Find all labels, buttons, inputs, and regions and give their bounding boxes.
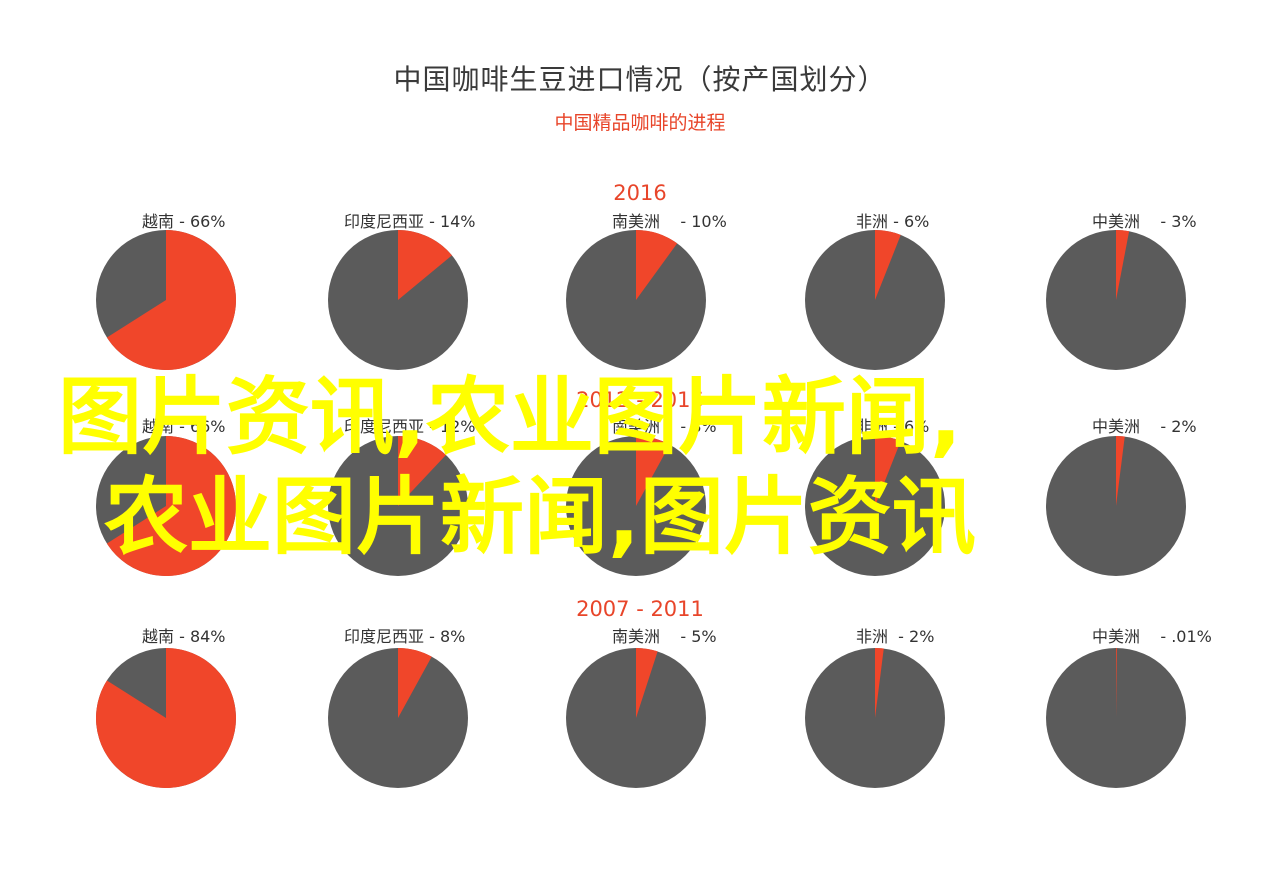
pie-slice-2-1 [398, 648, 432, 718]
pie-label-0-0: 越南 - 66% [142, 212, 226, 231]
pie-slice-2-4 [1116, 648, 1117, 718]
pie-label-2-2: 南美洲 - 5% [612, 627, 717, 646]
pie-slice-1-3 [875, 436, 901, 506]
pie-label-2-1: 印度尼西亚 - 8% [344, 627, 466, 646]
period-title-2007-2011: 2007 - 2011 [576, 597, 704, 621]
pie-label-0-2: 南美洲 - 10% [612, 212, 727, 231]
pie-label-2-3: 非洲 - 2% [856, 627, 935, 646]
chart-subtitle: 中国精品咖啡的进程 [554, 112, 726, 134]
period-title-2012-2016: 2012 - 2016 [576, 388, 704, 412]
pie-label-2-4: 中美洲 - .01% [1092, 627, 1212, 646]
pie-slice-1-1 [398, 436, 446, 506]
pie-slice-2-0 [96, 648, 237, 788]
pie-label-0-4: 中美洲 - 3% [1092, 212, 1197, 231]
pie-slice-0-4 [1116, 230, 1130, 300]
pie-slice-0-0 [106, 230, 236, 371]
overlay-text-line1: 图片资讯,农业图片新闻, [58, 368, 962, 466]
period-title-2016: 2016 [613, 181, 667, 205]
pie-label-1-0: 越南 - 66% [142, 417, 226, 436]
chart-title: 中国咖啡生豆进口情况（按产国划分） [393, 63, 887, 96]
pie-slice-1-4 [1116, 436, 1125, 506]
pie-slice-2-2 [636, 648, 658, 718]
pie-slice-0-1 [398, 230, 452, 300]
overlay-text-line2: 农业图片新闻,图片资讯 [104, 468, 976, 566]
pie-slice-1-0 [106, 436, 236, 577]
pie-slice-2-3 [875, 648, 884, 718]
pie-label-1-3: 非洲 - 6% [856, 417, 930, 436]
pie-label-1-4: 中美洲 - 2% [1092, 417, 1197, 436]
pie-label-0-1: 印度尼西亚 - 14% [344, 212, 476, 231]
pie-slice-0-2 [636, 230, 678, 300]
pie-label-2-0: 越南 - 84% [142, 627, 226, 646]
pie-label-1-1: 印度尼西亚 - 12% [344, 417, 476, 436]
pie-label-0-3: 非洲 - 6% [856, 212, 930, 231]
pie-slice-1-2 [636, 436, 670, 506]
pie-label-1-2: 南美洲 - 8% [612, 417, 717, 436]
pie-slice-0-3 [875, 230, 901, 300]
